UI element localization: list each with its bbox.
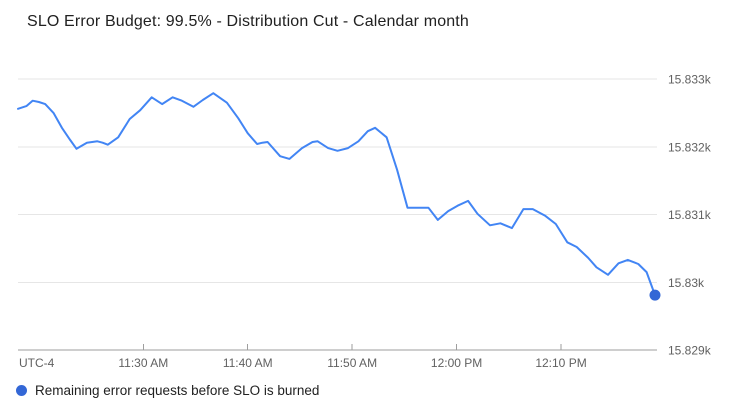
legend: Remaining error requests before SLO is b… xyxy=(16,383,319,398)
legend-item-label: Remaining error requests before SLO is b… xyxy=(35,383,320,398)
series-color-dot-icon xyxy=(16,385,27,396)
line-chart-plot-area[interactable]: 15.833k 15.832k 15.831k 15.83k 15.829k 11:30 … xyxy=(0,0,732,378)
x-tick-label: 11:30 AM xyxy=(118,356,168,370)
x-tick-label: 12:10 PM xyxy=(535,356,586,370)
y-tick-label: 15.831k xyxy=(668,208,712,222)
utc-offset-label: UTC-4 xyxy=(19,356,55,370)
y-tick-label: 15.833k xyxy=(668,73,712,87)
y-tick-label: 15.832k xyxy=(668,140,712,154)
x-tick-label: 11:40 AM xyxy=(223,356,273,370)
y-tick-label: 15.829k xyxy=(668,344,712,358)
series-endpoint-dot[interactable] xyxy=(649,289,661,301)
x-tick-label: 12:00 PM xyxy=(431,356,482,370)
x-tick-label: 11:50 AM xyxy=(327,356,377,370)
legend-item[interactable]: Remaining error requests before SLO is b… xyxy=(16,383,319,398)
series-line[interactable] xyxy=(17,92,656,297)
chart-title: SLO Error Budget: 99.5% - Distribution C… xyxy=(27,13,469,30)
y-tick-label: 15.83k xyxy=(668,276,705,290)
